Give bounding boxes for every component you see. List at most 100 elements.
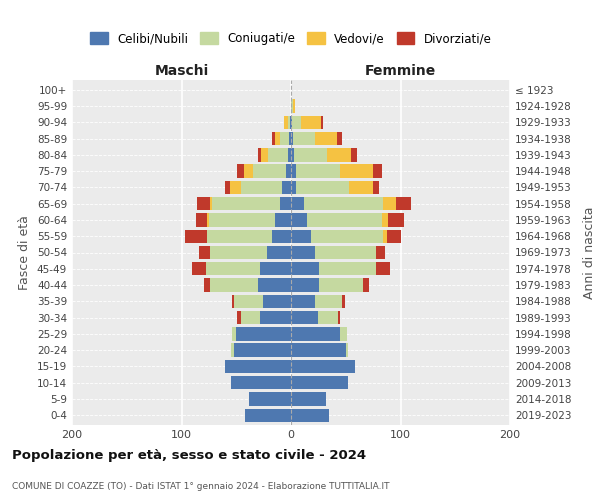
Bar (267, 246, 291, 259)
Bar (282, 180, 291, 194)
Bar (210, 278, 258, 291)
Bar (244, 164, 253, 178)
Bar (241, 180, 282, 194)
Bar (238, 164, 244, 178)
Bar (230, 180, 241, 194)
Bar (197, 197, 210, 210)
Bar (294, 148, 327, 162)
Bar (263, 294, 291, 308)
Bar (349, 180, 373, 194)
Bar (258, 148, 262, 162)
Bar (319, 311, 338, 324)
Bar (206, 262, 260, 276)
Bar (209, 214, 275, 226)
Bar (275, 132, 280, 145)
Bar (337, 132, 343, 145)
Bar (296, 180, 349, 194)
Bar (315, 294, 343, 308)
Bar (185, 230, 206, 243)
Bar (383, 197, 396, 210)
Bar (315, 132, 337, 145)
Bar (291, 278, 319, 291)
Text: COMUNE DI COAZZE (TO) - Dati ISTAT 1° gennaio 2024 - Elaborazione TUTTITALIA.IT: COMUNE DI COAZZE (TO) - Dati ISTAT 1° ge… (12, 482, 389, 491)
Bar (234, 294, 263, 308)
Bar (382, 214, 388, 226)
Bar (304, 197, 383, 210)
Bar (291, 262, 319, 276)
Bar (245, 408, 291, 422)
Bar (319, 262, 376, 276)
Bar (311, 230, 383, 243)
Bar (291, 392, 326, 406)
Bar (284, 116, 288, 129)
Bar (226, 180, 230, 194)
Bar (363, 278, 369, 291)
Bar (291, 344, 346, 357)
Bar (193, 262, 206, 276)
Bar (291, 246, 315, 259)
Bar (291, 360, 355, 373)
Bar (320, 116, 323, 129)
Bar (293, 132, 315, 145)
Bar (388, 230, 401, 243)
Bar (291, 376, 348, 390)
Bar (288, 116, 290, 129)
Bar (289, 132, 291, 145)
Bar (231, 344, 234, 357)
Legend: Celibi/Nubili, Coniugati/e, Vedovi/e, Divorziati/e: Celibi/Nubili, Coniugati/e, Vedovi/e, Di… (86, 28, 496, 50)
Bar (291, 327, 340, 340)
Bar (291, 311, 319, 324)
Text: Maschi: Maschi (154, 64, 209, 78)
Bar (291, 132, 293, 145)
Bar (291, 197, 304, 210)
Bar (376, 246, 385, 259)
Bar (291, 100, 293, 112)
Bar (288, 148, 291, 162)
Bar (291, 148, 294, 162)
Bar (327, 148, 351, 162)
Bar (291, 408, 329, 422)
Bar (340, 327, 347, 340)
Bar (199, 246, 210, 259)
Bar (296, 164, 340, 178)
Bar (206, 214, 209, 226)
Text: Popolazione per età, sesso e stato civile - 2024: Popolazione per età, sesso e stato civil… (12, 450, 366, 462)
Bar (238, 311, 241, 324)
Bar (272, 230, 291, 243)
Bar (291, 164, 296, 178)
Bar (291, 180, 296, 194)
Bar (280, 132, 289, 145)
Bar (260, 262, 291, 276)
Y-axis label: Anni di nascita: Anni di nascita (583, 206, 596, 298)
Bar (286, 164, 291, 178)
Text: Femmine: Femmine (365, 64, 436, 78)
Bar (351, 148, 357, 162)
Bar (260, 311, 291, 324)
Bar (272, 132, 275, 145)
Bar (280, 197, 291, 210)
Bar (319, 278, 363, 291)
Bar (343, 294, 344, 308)
Y-axis label: Fasce di età: Fasce di età (19, 215, 31, 290)
Bar (262, 148, 268, 162)
Bar (236, 327, 291, 340)
Bar (253, 164, 286, 178)
Bar (301, 116, 320, 129)
Bar (293, 100, 295, 112)
Bar (226, 360, 291, 373)
Bar (212, 197, 280, 210)
Bar (232, 294, 234, 308)
Bar (234, 344, 291, 357)
Bar (205, 278, 210, 291)
Bar (291, 214, 307, 226)
Bar (258, 278, 291, 291)
Bar (291, 116, 292, 129)
Bar (388, 214, 404, 226)
Bar (315, 246, 376, 259)
Bar (340, 164, 373, 178)
Bar (307, 214, 382, 226)
Bar (250, 392, 291, 406)
Bar (383, 230, 388, 243)
Bar (231, 376, 291, 390)
Bar (373, 180, 379, 194)
